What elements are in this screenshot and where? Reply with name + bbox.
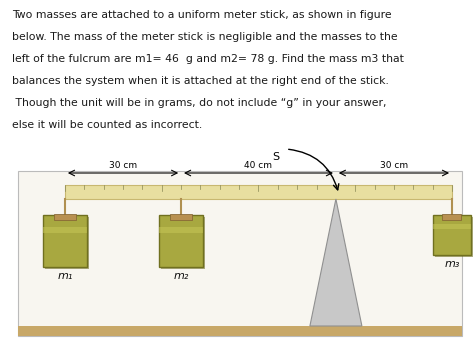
Bar: [18, 171, 462, 336]
Text: left of the fulcrum are m1= 46  g and m2= 78 g. Find the mass m3 that: left of the fulcrum are m1= 46 g and m2=…: [12, 54, 404, 64]
Bar: [435, 217, 473, 257]
Text: m₂: m₂: [173, 271, 189, 281]
Bar: [443, 214, 462, 220]
Text: Though the unit will be in grams, do not include “g” in your answer,: Though the unit will be in grams, do not…: [12, 98, 386, 108]
Text: 30 cm: 30 cm: [380, 161, 408, 170]
Bar: [43, 215, 87, 267]
Text: 40 cm: 40 cm: [245, 161, 273, 170]
Bar: [161, 217, 205, 269]
Text: m₃: m₃: [444, 259, 460, 269]
Text: Two masses are attached to a uniform meter stick, as shown in figure: Two masses are attached to a uniform met…: [12, 10, 392, 20]
Polygon shape: [310, 199, 362, 326]
Bar: [433, 224, 471, 229]
Bar: [45, 217, 89, 269]
Text: m₁: m₁: [57, 271, 73, 281]
Text: else it will be counted as incorrect.: else it will be counted as incorrect.: [12, 120, 202, 130]
Bar: [433, 215, 471, 255]
Bar: [159, 227, 203, 233]
Text: S: S: [273, 152, 280, 162]
Bar: [18, 326, 462, 336]
Bar: [54, 214, 76, 220]
Text: balances the system when it is attached at the right end of the stick.: balances the system when it is attached …: [12, 76, 389, 86]
Bar: [65, 185, 452, 199]
Text: 30 cm: 30 cm: [109, 161, 137, 170]
Text: below. The mass of the meter stick is negligible and the masses to the: below. The mass of the meter stick is ne…: [12, 32, 398, 42]
Bar: [159, 215, 203, 267]
Bar: [43, 227, 87, 233]
Bar: [170, 214, 192, 220]
